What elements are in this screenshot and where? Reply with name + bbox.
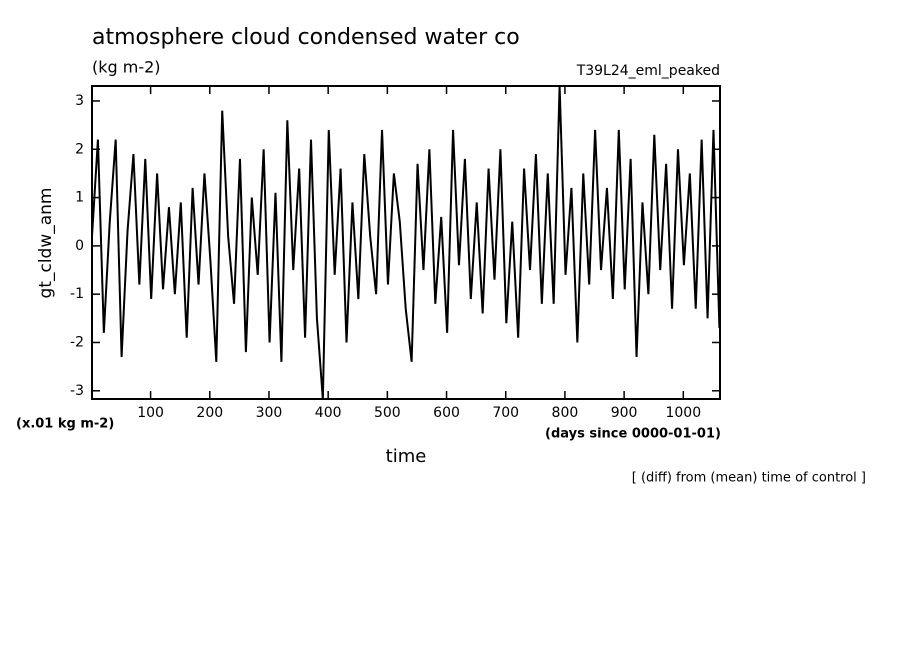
x-tick-label: 200 [196,405,223,421]
x-tick-label: 900 [611,405,638,421]
x-tick-label: 1000 [665,405,701,421]
chart-title: atmosphere cloud condensed water co [92,25,520,50]
x-tick-label: 800 [552,405,579,421]
y-axis-label: gt_cldw_anm [36,188,56,299]
data-line [91,85,721,400]
y-tick-label: 2 [75,141,84,157]
x-axis-label: time [386,446,427,467]
y-tick-label: 0 [75,238,84,254]
x-tick-label: 100 [137,405,164,421]
run-label: T39L24_eml_peaked [576,63,720,79]
x-tick-label: 500 [374,405,401,421]
x-tick-label: 400 [315,405,342,421]
y-tick-label: -2 [70,334,84,350]
y-tick-label: 3 [75,93,84,109]
x-tick-label: 700 [492,405,519,421]
y-units: (x.01 kg m-2) [16,417,114,432]
y-tick-label: -3 [70,383,84,399]
x-units: (days since 0000-01-01) [545,427,721,442]
chart-subtitle: (kg m-2) [92,58,161,77]
y-tick-label: 1 [75,190,84,206]
plot-frame [91,85,721,400]
note: [ (diff) from (mean) time of control ] [632,471,866,486]
x-tick-label: 600 [433,405,460,421]
x-tick-label: 300 [256,405,283,421]
y-tick-label: -1 [70,286,84,302]
